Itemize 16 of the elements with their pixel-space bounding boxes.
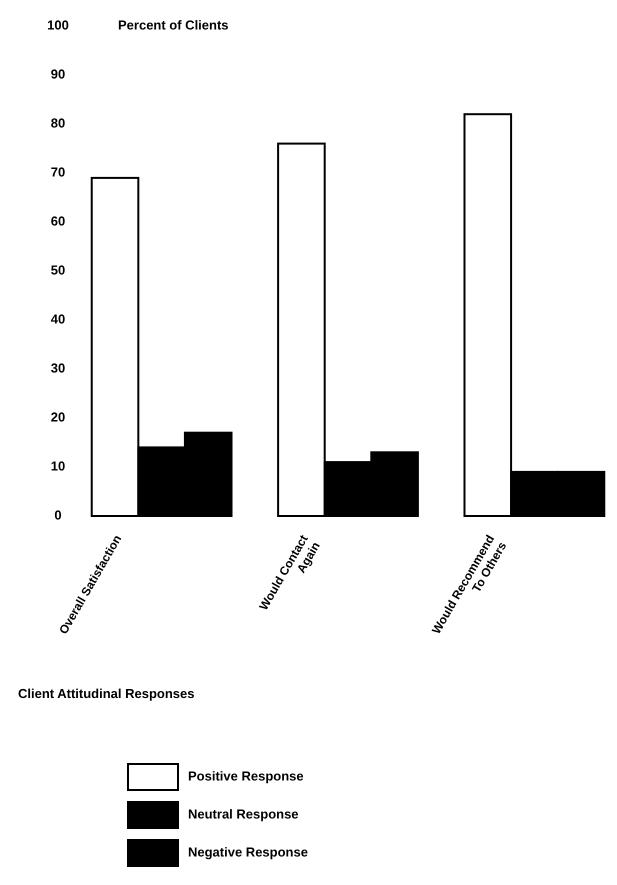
y-tick-label: 10 xyxy=(50,458,66,474)
y-tick-label: 90 xyxy=(50,66,66,82)
y-tick-label: 60 xyxy=(50,213,66,228)
y-tick-label: 20 xyxy=(50,409,66,424)
y-tick-label: 0 xyxy=(54,507,62,522)
x-axis-title: Client Attitudinal Responses xyxy=(18,686,194,701)
chart-title: Percent of Clients xyxy=(118,17,229,32)
y-tick-label: 70 xyxy=(50,164,66,180)
y-tick-label: 30 xyxy=(50,360,66,376)
legend-label: Negative Response xyxy=(188,844,308,860)
y-tick-label: 40 xyxy=(50,311,66,326)
y-tick-label: 100 xyxy=(47,17,69,32)
y-tick-label: 80 xyxy=(50,115,66,130)
y-tick-label: 50 xyxy=(50,262,66,278)
legend-label: Neutral Response xyxy=(188,806,299,822)
legend-label: Positive Response xyxy=(188,768,304,784)
